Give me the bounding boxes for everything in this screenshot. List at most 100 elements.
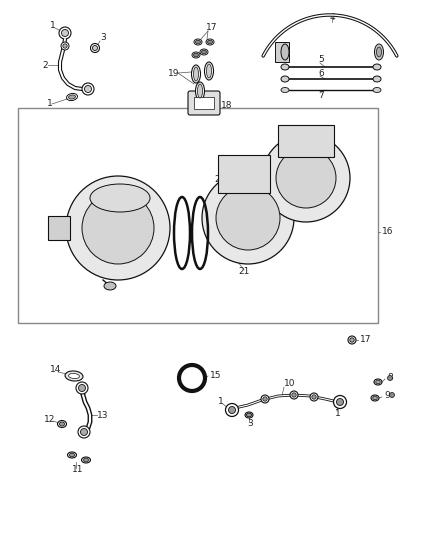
Text: 18: 18 — [221, 101, 233, 109]
FancyBboxPatch shape — [188, 91, 220, 115]
Text: 6: 6 — [318, 69, 324, 78]
Circle shape — [389, 392, 395, 398]
Ellipse shape — [68, 95, 75, 99]
Circle shape — [262, 134, 350, 222]
Ellipse shape — [104, 282, 116, 290]
Ellipse shape — [373, 76, 381, 82]
Circle shape — [82, 83, 94, 95]
Ellipse shape — [84, 458, 88, 462]
Circle shape — [76, 382, 88, 394]
Ellipse shape — [67, 452, 77, 458]
Ellipse shape — [81, 457, 91, 463]
Ellipse shape — [206, 39, 214, 45]
Text: 1: 1 — [335, 408, 341, 417]
Circle shape — [78, 384, 85, 392]
Circle shape — [276, 148, 336, 208]
Text: 21: 21 — [238, 268, 249, 277]
Text: 17: 17 — [360, 335, 371, 344]
Ellipse shape — [192, 52, 200, 58]
Ellipse shape — [60, 422, 64, 426]
Ellipse shape — [68, 374, 79, 378]
Text: 17: 17 — [206, 23, 218, 33]
Text: 15: 15 — [210, 370, 222, 379]
Circle shape — [92, 45, 98, 51]
Circle shape — [226, 403, 239, 416]
Ellipse shape — [281, 76, 289, 82]
Circle shape — [184, 370, 200, 386]
Ellipse shape — [377, 47, 381, 57]
Circle shape — [66, 176, 170, 280]
Ellipse shape — [65, 371, 83, 381]
Text: 13: 13 — [97, 410, 109, 419]
Circle shape — [202, 172, 294, 264]
Ellipse shape — [373, 396, 377, 400]
Circle shape — [81, 429, 88, 435]
Ellipse shape — [205, 62, 213, 80]
Circle shape — [388, 376, 392, 381]
Ellipse shape — [208, 41, 212, 44]
Circle shape — [229, 407, 236, 414]
Circle shape — [312, 395, 316, 399]
Text: 8: 8 — [387, 374, 393, 383]
Ellipse shape — [247, 413, 251, 417]
Text: 7: 7 — [318, 91, 324, 100]
Bar — [18, 108, 378, 323]
Ellipse shape — [195, 82, 205, 100]
Ellipse shape — [281, 87, 289, 93]
Circle shape — [61, 29, 68, 36]
Ellipse shape — [281, 64, 289, 70]
Ellipse shape — [191, 65, 201, 83]
Text: 9: 9 — [384, 392, 390, 400]
Ellipse shape — [245, 412, 253, 418]
Ellipse shape — [373, 87, 381, 93]
Circle shape — [263, 397, 267, 401]
Text: 1: 1 — [47, 100, 53, 109]
Ellipse shape — [206, 64, 212, 78]
Ellipse shape — [376, 380, 380, 384]
Bar — [48, 216, 70, 240]
Circle shape — [85, 85, 92, 93]
Text: 3: 3 — [100, 34, 106, 43]
Circle shape — [78, 426, 90, 438]
Bar — [275, 42, 289, 62]
Ellipse shape — [90, 184, 150, 212]
Circle shape — [310, 393, 318, 401]
Text: 16: 16 — [382, 228, 393, 237]
Ellipse shape — [200, 49, 208, 55]
Ellipse shape — [57, 421, 67, 427]
Circle shape — [350, 338, 354, 342]
Text: 12: 12 — [44, 416, 55, 424]
Circle shape — [348, 336, 356, 344]
Ellipse shape — [198, 84, 202, 98]
Text: 4: 4 — [330, 13, 336, 22]
Text: 11: 11 — [72, 465, 84, 474]
Circle shape — [261, 395, 269, 403]
Ellipse shape — [281, 44, 289, 60]
Ellipse shape — [194, 53, 198, 56]
Ellipse shape — [70, 453, 74, 457]
Ellipse shape — [195, 41, 201, 44]
Ellipse shape — [374, 44, 384, 60]
Circle shape — [91, 44, 99, 52]
Ellipse shape — [374, 379, 382, 385]
Text: 3: 3 — [247, 419, 253, 429]
Circle shape — [61, 42, 69, 50]
Text: 2: 2 — [42, 61, 48, 69]
Ellipse shape — [194, 39, 202, 45]
Text: 5: 5 — [318, 55, 324, 64]
Ellipse shape — [371, 395, 379, 401]
Circle shape — [333, 395, 346, 408]
Circle shape — [290, 391, 298, 399]
Text: 1: 1 — [218, 398, 224, 407]
Circle shape — [292, 393, 296, 397]
Text: 20: 20 — [214, 175, 226, 184]
Ellipse shape — [373, 64, 381, 70]
Text: 19: 19 — [168, 69, 180, 77]
Circle shape — [216, 186, 280, 250]
Text: 14: 14 — [50, 366, 61, 375]
Ellipse shape — [194, 67, 198, 81]
Bar — [194, 97, 214, 109]
Circle shape — [63, 44, 67, 48]
Text: 1: 1 — [50, 21, 56, 30]
Circle shape — [59, 27, 71, 39]
